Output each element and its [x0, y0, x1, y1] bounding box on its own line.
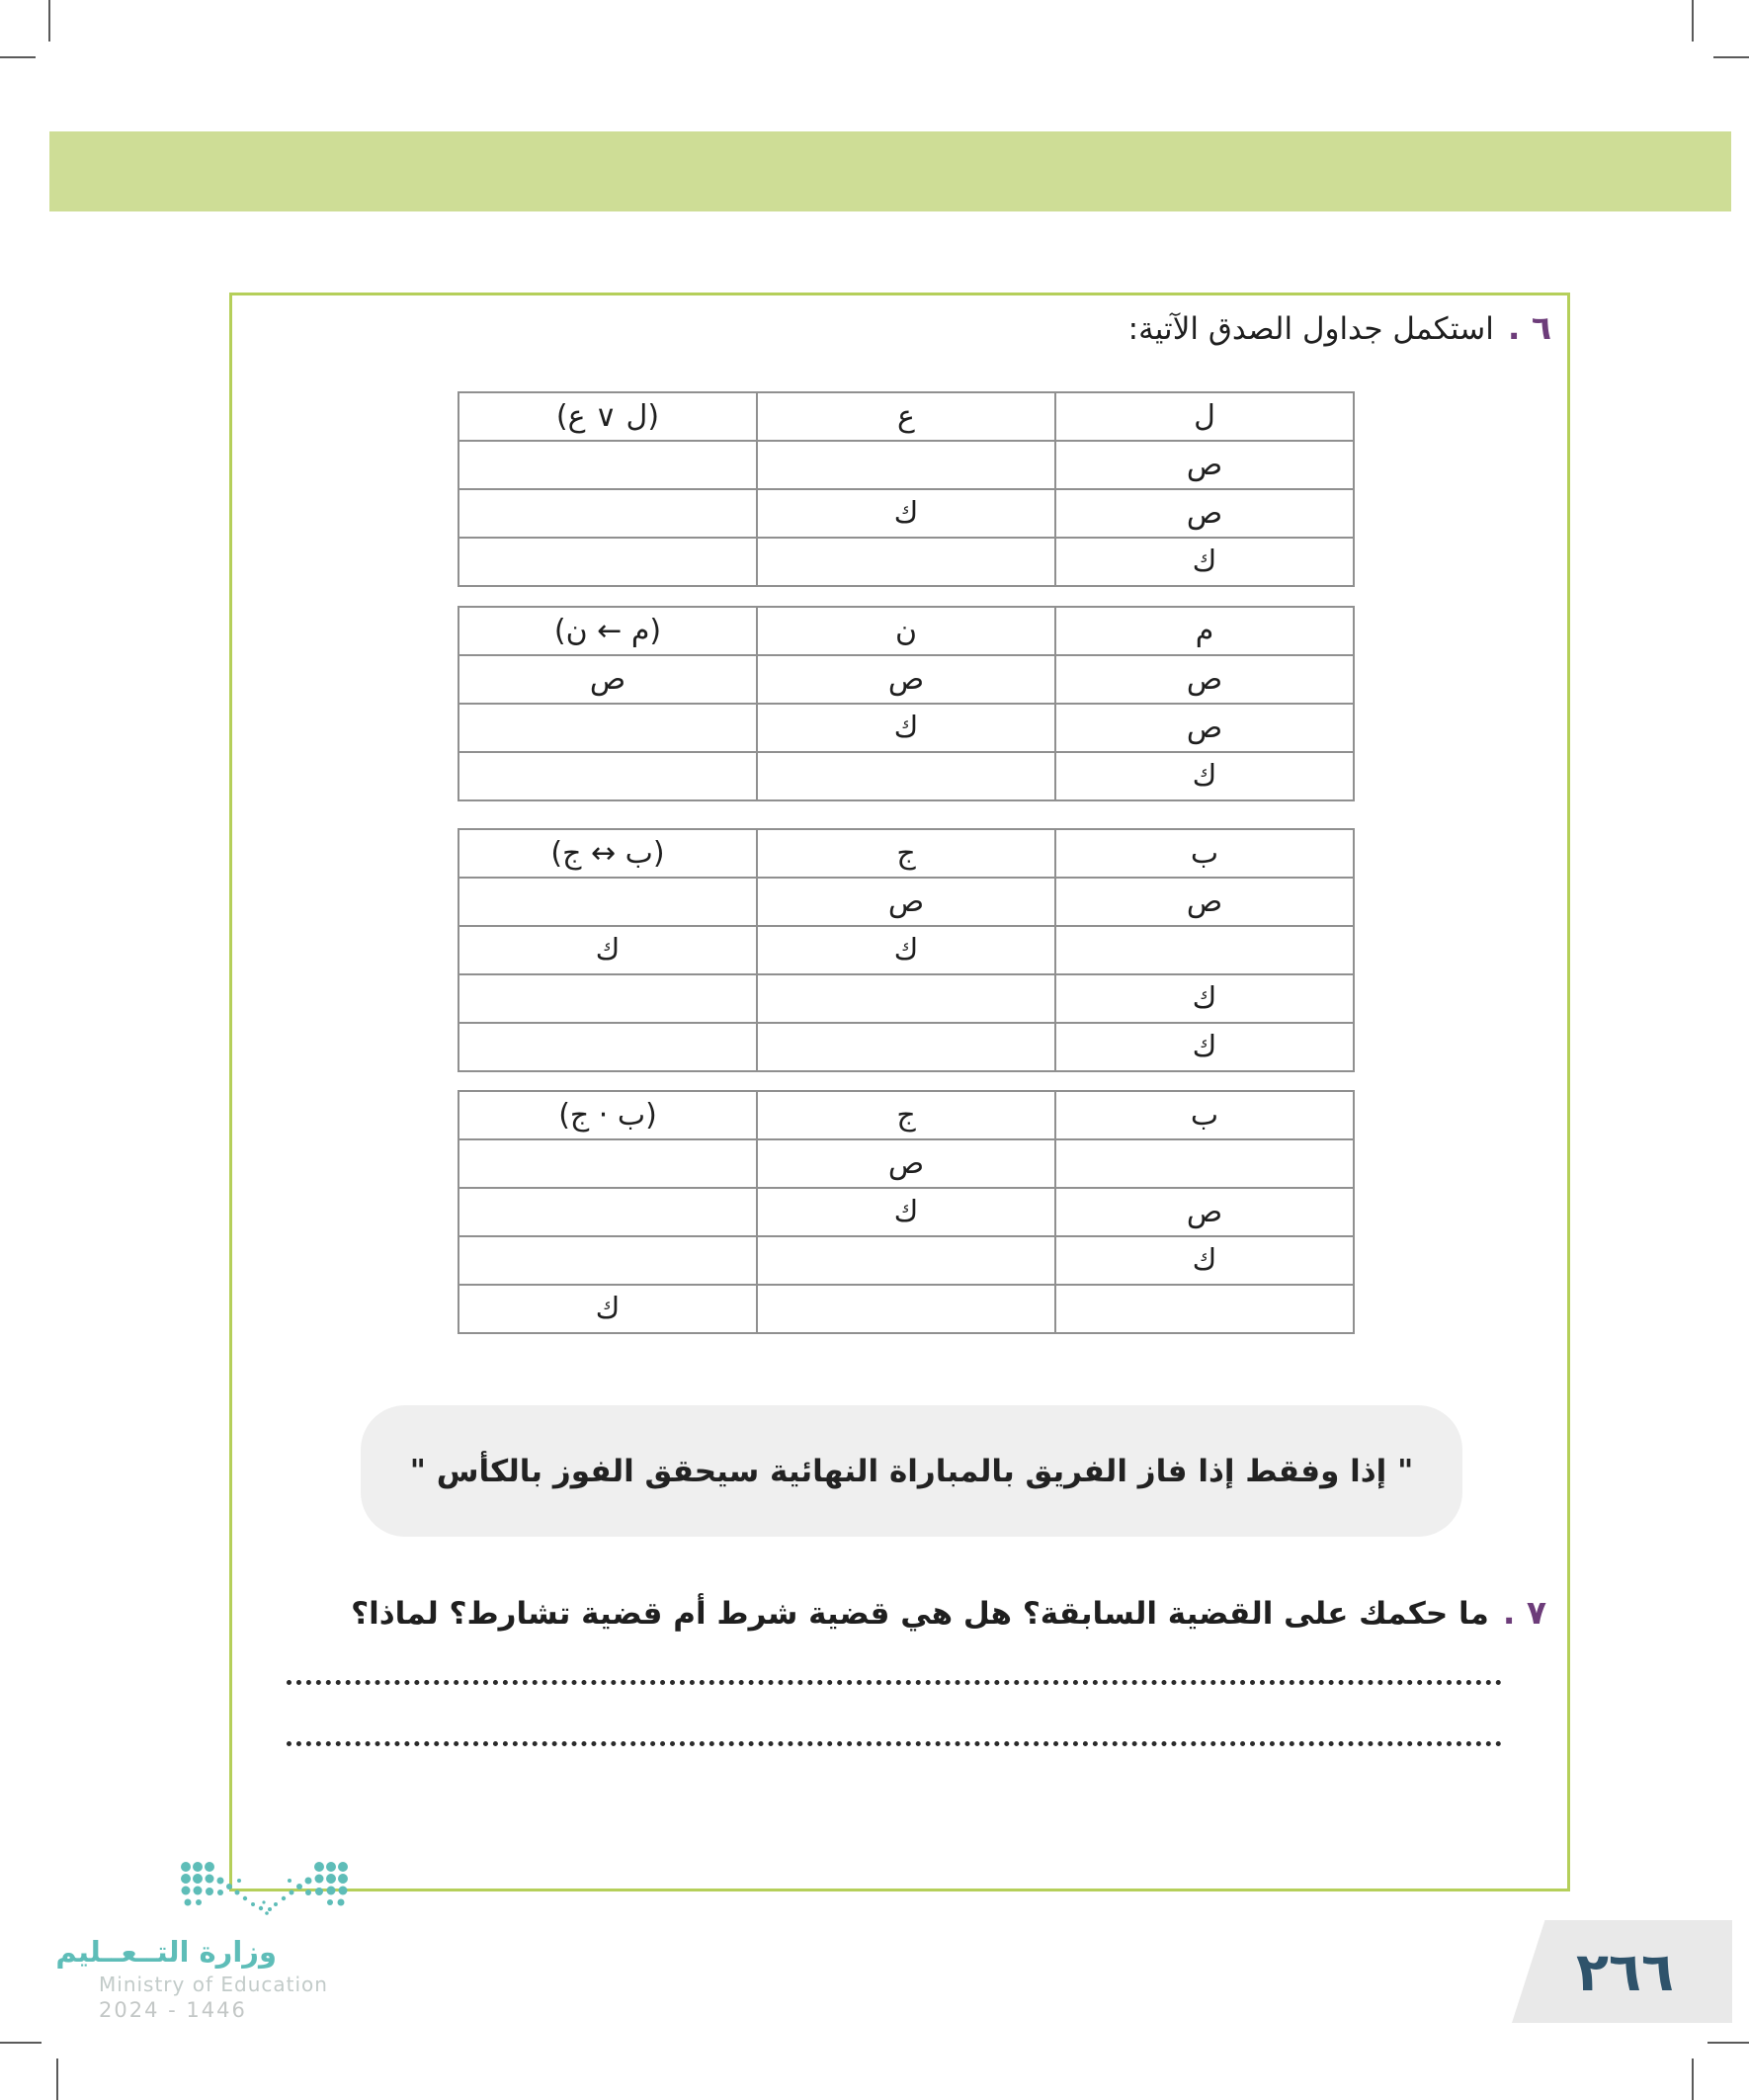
question-6-text: استكمل جداول الصدق الآتية: — [1127, 311, 1494, 347]
truth-table-cell: ص — [756, 877, 1056, 927]
statement-box: " إذا وفقط إذا فاز الفريق بالمباراة النه… — [361, 1405, 1462, 1537]
truth-table-cell — [458, 751, 758, 801]
truth-table-cell — [458, 1138, 758, 1189]
truth-table-disjunction: ل ع (ل ∨ ع) ص ص ك ك — [458, 391, 1355, 587]
truth-table-cell: ص — [1054, 488, 1355, 539]
truth-table-cell: ص — [1054, 440, 1355, 490]
truth-table-cell — [1054, 1284, 1355, 1334]
truth-table-cell: ص — [1054, 703, 1355, 753]
statement-text: " إذا وفقط إذا فاز الفريق بالمباراة النه… — [409, 1453, 1414, 1489]
truth-table-conjunction: ب ج (ب · ج) ص ص ك ك ك — [458, 1090, 1355, 1334]
truth-table-biconditional: ب ج (ب ↔ ج) ص ص ك ك ك ك — [458, 828, 1355, 1072]
truth-table-cell — [458, 703, 758, 753]
truth-table-header-cell: م — [1054, 606, 1355, 656]
truth-table-cell — [1054, 1138, 1355, 1189]
truth-table-cell: ص — [458, 654, 758, 705]
question-7-heading: ٧ . ما حكمك على القضية السابقة؟ هل هي قضي… — [351, 1593, 1546, 1632]
truth-table-cell: ص — [756, 654, 1056, 705]
truth-table-cell: ص — [1054, 1187, 1355, 1237]
truth-table-cell: ك — [1054, 1235, 1355, 1286]
truth-table-header-cell: ج — [756, 1090, 1056, 1140]
truth-table-cell: ك — [458, 925, 758, 975]
truth-table-cell: ك — [756, 1187, 1056, 1237]
truth-table-cell — [458, 877, 758, 927]
page-number: ٢٦٦ — [1576, 1940, 1674, 2003]
truth-table-cell — [1054, 925, 1355, 975]
truth-table-header-cell: (ل ∨ ع) — [458, 391, 758, 442]
header-band — [49, 131, 1731, 211]
truth-table-cell — [756, 1022, 1056, 1072]
truth-table-cell — [756, 1235, 1056, 1286]
ministry-name-english: Ministry of Education — [99, 1973, 328, 1996]
question-6-number: ٦ . — [1507, 308, 1551, 347]
truth-table-header-cell: ج — [756, 828, 1056, 879]
ministry-name-arabic: وزارة التــعــليم — [55, 1935, 277, 1969]
crop-mark — [1692, 2058, 1694, 2100]
truth-table-cell — [458, 488, 758, 539]
truth-table-cell — [756, 1284, 1056, 1334]
truth-table-cell: ك — [756, 925, 1056, 975]
truth-table-header-cell: ب — [1054, 828, 1355, 879]
question-7-text: ما حكمك على القضية السابقة؟ هل هي قضية ش… — [351, 1596, 1489, 1632]
question-7-number: ٧ . — [1502, 1593, 1546, 1632]
page-number-badge: ٢٦٦ — [1512, 1920, 1732, 2023]
ministry-logo-years: 2024 - 1446 — [99, 1998, 247, 2022]
answer-line — [287, 1640, 1502, 1685]
crop-mark — [1713, 56, 1749, 58]
truth-table-cell: ك — [756, 703, 1056, 753]
truth-table-cell — [756, 440, 1056, 490]
truth-table-implication: م ن (م ← ن) ص ص ص ص ك ك — [458, 606, 1355, 801]
truth-table-cell — [756, 751, 1056, 801]
truth-table-cell: ك — [1054, 537, 1355, 587]
truth-table-cell — [756, 537, 1056, 587]
truth-table-cell — [458, 973, 758, 1024]
crop-mark — [56, 2058, 58, 2100]
crop-mark — [48, 0, 50, 42]
crop-mark — [1707, 2042, 1749, 2044]
truth-table-header-cell: (ب · ج) — [458, 1090, 758, 1140]
truth-table-cell — [458, 440, 758, 490]
truth-table-header-cell: (ب ↔ ج) — [458, 828, 758, 879]
truth-table-cell: ص — [1054, 877, 1355, 927]
truth-table-header-cell: ب — [1054, 1090, 1355, 1140]
truth-table-cell: ك — [756, 488, 1056, 539]
ministry-of-education-logo-icon — [181, 1862, 348, 1915]
truth-table-cell — [458, 1022, 758, 1072]
truth-table-cell — [458, 1187, 758, 1237]
truth-table-cell: ص — [756, 1138, 1056, 1189]
truth-table-header-cell: (م ← ن) — [458, 606, 758, 656]
crop-mark — [1692, 0, 1694, 42]
question-6-heading: ٦ . استكمل جداول الصدق الآتية: — [1128, 308, 1551, 347]
truth-table-header-cell: ل — [1054, 391, 1355, 442]
truth-table-cell — [458, 1235, 758, 1286]
truth-table-cell: ك — [458, 1284, 758, 1334]
truth-table-cell: ص — [1054, 654, 1355, 705]
truth-table-header-cell: ع — [756, 391, 1056, 442]
truth-table-cell: ك — [1054, 973, 1355, 1024]
truth-table-cell — [756, 973, 1056, 1024]
answer-line — [287, 1702, 1502, 1746]
crop-mark — [0, 56, 36, 58]
crop-mark — [0, 2042, 42, 2044]
truth-table-cell — [458, 537, 758, 587]
truth-table-cell: ك — [1054, 751, 1355, 801]
truth-table-header-cell: ن — [756, 606, 1056, 656]
truth-table-cell: ك — [1054, 1022, 1355, 1072]
